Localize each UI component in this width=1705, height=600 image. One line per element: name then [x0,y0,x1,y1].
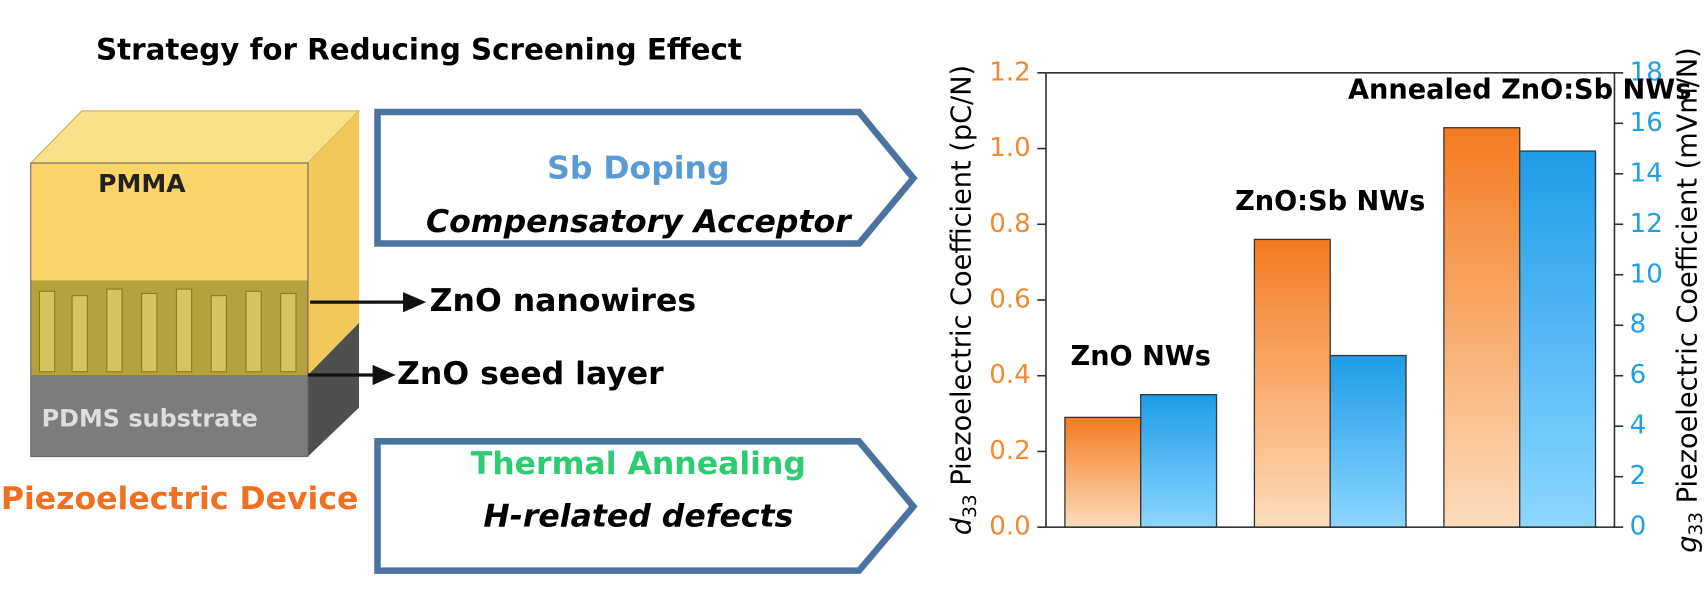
y-tick-label: 0.8 [989,209,1030,239]
bar [1329,354,1407,528]
y2-tick-label: 8 [1630,310,1647,340]
y-tick-label: 0.6 [989,285,1030,315]
y2-tick-label: 0 [1630,512,1647,542]
bar [1443,127,1521,528]
y2-tick-label: 12 [1630,209,1663,239]
y-axis-subscript: 33 [960,494,981,518]
strategy-name: Thermal Annealing [471,446,806,482]
strategy-arrow [374,438,918,574]
strategy-name: Sb Doping [547,151,729,187]
y-tick-label: 1.0 [989,133,1030,163]
y-axis-title: d33 Piezoelectric Coefficient (pC/N) [946,65,981,535]
pointer-label: ZnO nanowires [430,283,696,319]
pointer-label: ZnO seed layer [397,356,664,392]
plot-frame [1045,72,1616,528]
category-label: ZnO NWs [1071,341,1211,372]
device-label: Piezoelectric Device [1,481,359,517]
layer-label: PDMS substrate [42,405,258,433]
y2-axis-title: g33 Piezoelectric Coefficient (mVm/N) [1672,47,1705,553]
y2-tick-label: 4 [1630,411,1647,441]
y-tick-label: 0.4 [989,360,1030,390]
diagram-title: Strategy for Reducing Screening Effect [96,33,742,67]
y2-tick-label: 10 [1630,259,1663,289]
y-tick-label: 0.0 [989,512,1030,542]
y2-tick-label: 6 [1630,360,1647,390]
y2-axis-subscript: 33 [1686,512,1705,536]
layer-label: PMMA [98,169,186,198]
y2-tick-label: 14 [1630,158,1663,188]
y-tick-label: 0.2 [989,436,1030,466]
device-box [29,110,361,458]
bar [1253,238,1331,528]
bar [1064,416,1142,528]
y2-axis-symbol: g [1672,536,1703,553]
bar [1140,394,1218,528]
y-axis-symbol: d [946,517,977,535]
category-label: ZnO:Sb NWs [1235,186,1425,217]
pointer-arrow [307,292,427,386]
y2-axis-label: Piezoelectric Coefficient (mVm/N) [1672,47,1703,503]
strategy-arrow [374,108,918,247]
category-label: Annealed ZnO:Sb NWs [1348,74,1691,105]
y-axis-label: Piezoelectric Coefficient (pC/N) [946,65,977,486]
y-tick-label: 1.2 [989,57,1030,87]
y2-tick-label: 16 [1630,108,1663,138]
bar [1519,150,1597,528]
strategy-detail: H-related defects [483,498,793,534]
y2-tick-label: 18 [1630,57,1663,87]
strategy-detail: Compensatory Acceptor [426,204,853,240]
y2-tick-label: 2 [1630,461,1647,491]
